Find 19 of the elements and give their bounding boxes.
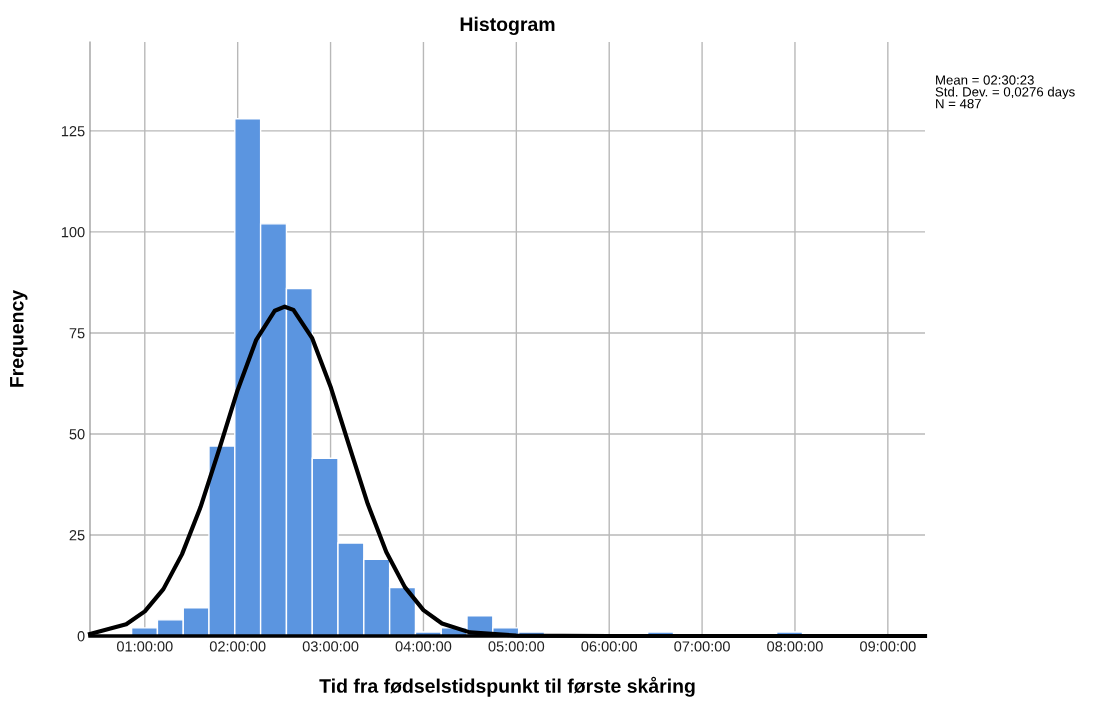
y-tick-label: 25	[69, 530, 85, 541]
x-tick-label: 04:00:00	[395, 641, 452, 652]
text: Mean = 02:30:23 Std. Dev. = 0,0276 days N = 487	[935, 75, 1075, 109]
y-tick-label: 75	[69, 328, 85, 339]
x-tick-label: 01:00:00	[116, 641, 173, 652]
chart-title: Histogram	[460, 16, 555, 36]
x-axis-title: Tid fra fødselstidspunkt til første skåring	[319, 676, 695, 697]
x-tick-label: 03:00:00	[302, 641, 359, 652]
y-tick-label: 100	[61, 227, 85, 238]
x-tick-label: 06:00:00	[581, 641, 638, 652]
x-tick-label: 07:00:00	[674, 641, 730, 652]
x-tick-label: 02:00:00	[209, 641, 266, 652]
y-tick-label: 50	[69, 429, 85, 440]
x-tick-label: 08:00:00	[767, 641, 823, 652]
y-tick-label: 0	[77, 631, 85, 642]
x-tick-label: 05:00:00	[488, 641, 545, 652]
x-tick-label: 09:00:00	[860, 641, 916, 652]
y-tick-label: 125	[61, 126, 85, 137]
y-axis-title: Frequency	[10, 289, 28, 387]
